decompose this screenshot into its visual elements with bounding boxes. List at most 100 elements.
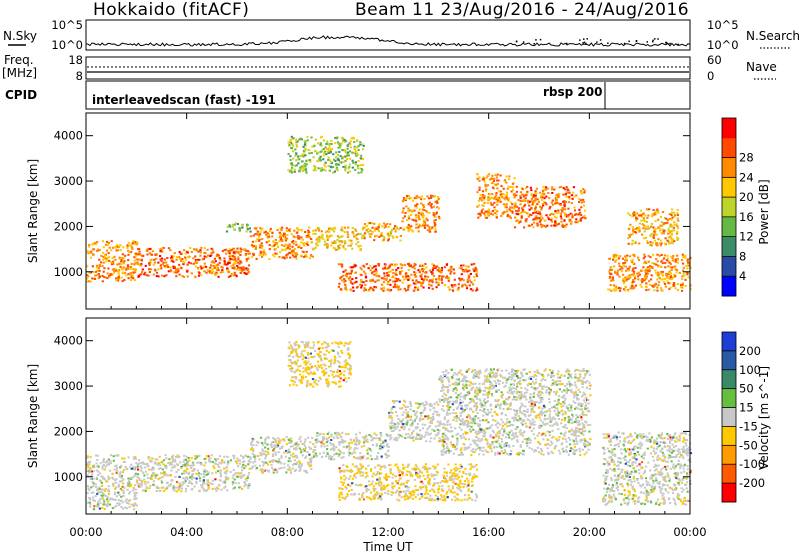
power-point: [387, 271, 390, 273]
velocity-point: [365, 434, 368, 437]
power-point: [524, 197, 527, 200]
power-point: [389, 279, 392, 282]
velocity-point: [111, 507, 114, 510]
power-point: [493, 206, 496, 209]
power-point: [637, 259, 641, 261]
power-point: [477, 216, 480, 219]
power-point: [157, 261, 160, 264]
velocity-point: [378, 439, 381, 442]
velocity-point: [326, 448, 329, 451]
power-point: [497, 179, 500, 182]
power-point: [429, 194, 433, 197]
power-point: [665, 259, 668, 262]
velocity-point: [392, 491, 395, 494]
power-point: [553, 188, 556, 191]
velocity-point: [270, 444, 273, 447]
velocity-point: [420, 434, 423, 437]
power-point: [206, 254, 209, 257]
power-point: [422, 270, 425, 273]
velocity-point: [252, 461, 255, 464]
power-point: [634, 267, 637, 269]
power-point: [667, 282, 670, 285]
colorbar-segment: [722, 236, 736, 257]
noise-search-point: [599, 39, 602, 41]
power-point: [343, 279, 346, 282]
velocity-point: [104, 503, 107, 506]
power-point: [669, 236, 672, 239]
power-point: [325, 153, 328, 156]
power-point: [359, 164, 362, 167]
velocity-point: [414, 496, 417, 499]
power-point: [201, 266, 204, 269]
velocity-point: [396, 482, 399, 484]
power-point: [319, 142, 322, 145]
power-point: [432, 205, 435, 208]
velocity-point: [135, 492, 138, 494]
power-point: [561, 210, 564, 213]
velocity-point: [261, 450, 264, 453]
velocity-point: [397, 417, 400, 420]
power-point: [165, 261, 168, 264]
power-point: [631, 269, 634, 272]
power-point: [552, 213, 555, 216]
velocity-point: [335, 434, 338, 437]
power-point: [378, 235, 381, 238]
power-point: [624, 289, 627, 292]
power-point: [451, 285, 454, 288]
power-point: [612, 265, 615, 268]
power-point: [214, 264, 217, 267]
power-point: [670, 239, 674, 242]
power-point: [339, 263, 342, 266]
power-point: [567, 201, 571, 204]
power-point: [425, 278, 428, 281]
power-point: [657, 238, 660, 241]
velocity-point: [198, 477, 202, 480]
velocity-point: [101, 494, 104, 497]
power-point: [239, 254, 242, 256]
power-point: [334, 247, 337, 250]
power-point: [450, 270, 453, 273]
velocity-point: [411, 431, 414, 434]
power-point: [269, 230, 272, 232]
power-point: [422, 216, 425, 219]
power-point: [468, 284, 471, 287]
velocity-point: [353, 448, 356, 451]
power-point: [297, 155, 300, 158]
velocity-point: [401, 425, 404, 428]
power-point: [330, 160, 333, 163]
power-point: [130, 244, 133, 247]
power-point: [499, 195, 502, 198]
power-point: [431, 279, 434, 282]
power-point: [401, 264, 404, 267]
power-point: [304, 147, 307, 150]
power-point: [529, 186, 532, 189]
velocity-point: [160, 481, 164, 484]
power-point: [101, 240, 104, 243]
power-point: [617, 286, 620, 289]
velocity-point: [360, 466, 363, 469]
velocity-point: [95, 477, 98, 480]
power-point: [564, 225, 567, 228]
power-point: [146, 248, 149, 251]
velocity-point: [326, 451, 329, 454]
power-point: [89, 280, 93, 283]
velocity-point: [471, 475, 475, 478]
velocity-point: [421, 402, 424, 405]
power-point: [423, 209, 426, 212]
power-point: [256, 233, 259, 236]
power-point: [462, 264, 465, 267]
velocity-point: [430, 422, 433, 425]
velocity-point: [331, 443, 334, 446]
velocity-point: [253, 454, 256, 456]
power-point: [343, 226, 346, 229]
power-point: [360, 268, 363, 271]
power-point: [91, 265, 94, 268]
power-point: [410, 229, 413, 232]
cpid-program-1: interleavedscan (fast) -191: [92, 93, 276, 107]
power-point: [330, 148, 333, 150]
velocity-point: [177, 486, 180, 489]
velocity-point: [393, 438, 396, 441]
velocity-point: [396, 425, 399, 428]
velocity-point: [398, 490, 401, 493]
velocity-point: [447, 488, 451, 491]
